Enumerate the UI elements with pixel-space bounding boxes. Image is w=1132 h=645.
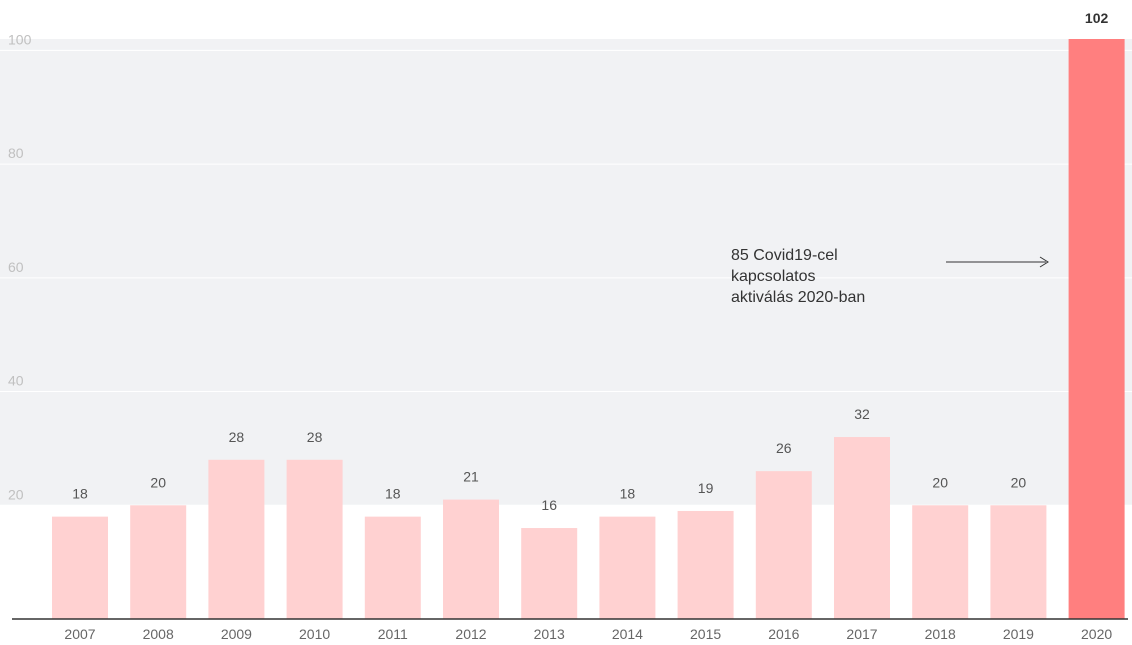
bar-2009: [208, 459, 265, 619]
x-tick-label-2017: 2017: [846, 626, 877, 642]
bar-2007: [52, 516, 108, 619]
bar-2017: [834, 437, 890, 619]
bar-2019: [990, 505, 1047, 619]
y-tick-label: 80: [8, 145, 24, 161]
x-tick-label-2013: 2013: [534, 626, 565, 642]
bar-2015: [677, 510, 734, 619]
value-label-2017: 32: [854, 406, 870, 422]
x-tick-label-2007: 2007: [64, 626, 95, 642]
x-tick-label-2016: 2016: [768, 626, 799, 642]
bar-2008: [130, 505, 187, 619]
value-label-2008: 20: [150, 474, 166, 490]
value-label-2019: 20: [1011, 474, 1027, 490]
x-tick-label-2015: 2015: [690, 626, 721, 642]
value-label-2012: 21: [463, 469, 479, 485]
value-label-2007: 18: [72, 486, 88, 502]
value-label-2011: 18: [385, 486, 401, 502]
annotation-arrowhead-icon: [1039, 256, 1049, 268]
bar-2012: [443, 499, 499, 619]
x-tick-label-2018: 2018: [925, 626, 956, 642]
y-tick-label: 100: [8, 31, 32, 47]
bar-2020: [1068, 39, 1125, 619]
value-label-2009: 28: [229, 429, 245, 445]
bar-2013: [521, 528, 578, 619]
value-label-2020: 102: [1085, 10, 1109, 26]
value-label-2010: 28: [307, 429, 323, 445]
x-tick-label-2009: 2009: [221, 626, 252, 642]
value-label-2014: 18: [620, 486, 636, 502]
x-tick-label-2011: 2011: [378, 626, 408, 642]
x-tick-label-2008: 2008: [143, 626, 174, 642]
x-tick-label-2012: 2012: [455, 626, 486, 642]
x-tick-label-2010: 2010: [299, 626, 330, 642]
bar-2010: [286, 459, 343, 619]
y-tick-label: 20: [8, 486, 24, 502]
value-label-2018: 20: [932, 474, 948, 490]
bar-2014: [599, 516, 656, 619]
y-tick-label: 40: [8, 373, 24, 389]
x-tick-label-2019: 2019: [1003, 626, 1034, 642]
bar-2016: [755, 471, 812, 619]
bar-2011: [364, 516, 421, 619]
value-label-2013: 16: [541, 497, 557, 513]
x-tick-label-2020: 2020: [1081, 626, 1112, 642]
bar-2018: [912, 505, 969, 619]
x-tick-label-2014: 2014: [612, 626, 643, 642]
value-label-2015: 19: [698, 480, 714, 496]
plot-background: [0, 39, 1132, 506]
annotation-text: 85 Covid19-cel kapcsolatos aktiválás 2020-…: [731, 247, 865, 306]
y-tick-label: 60: [8, 259, 24, 275]
value-label-2016: 26: [776, 440, 792, 456]
